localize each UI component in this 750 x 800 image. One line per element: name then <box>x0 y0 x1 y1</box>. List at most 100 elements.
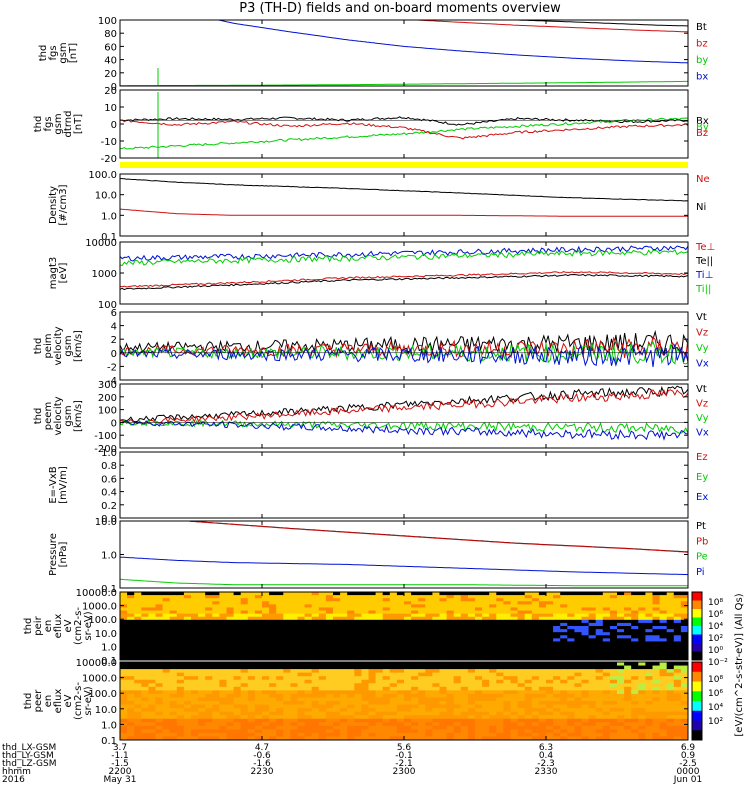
heat-cell <box>354 647 362 652</box>
heat-cell <box>325 662 334 667</box>
heat-cell <box>553 616 561 621</box>
heat-cell <box>148 610 156 615</box>
heat-cell <box>460 679 469 684</box>
heat-cell <box>482 662 490 667</box>
heat-cell <box>247 656 256 661</box>
heat-cell <box>226 736 235 741</box>
heat-cell <box>247 644 256 649</box>
heat-cell <box>624 595 632 599</box>
heat-cell <box>148 708 156 713</box>
heat-cell <box>169 665 178 670</box>
heat-cell <box>134 690 142 695</box>
heat-cell <box>638 616 646 621</box>
heat-cell <box>333 656 341 661</box>
heat-cell <box>233 686 242 691</box>
heat-cell <box>631 693 639 698</box>
heat-cell <box>489 601 497 605</box>
heat-cell <box>262 693 270 698</box>
ylabel-peer_en_eflux: thd <box>23 693 34 710</box>
heat-cell <box>340 729 348 734</box>
heat-cell <box>404 725 412 730</box>
heat-cell <box>162 604 171 608</box>
heat-cell <box>446 704 455 709</box>
heat-cell <box>609 622 618 627</box>
heat-cell <box>389 669 398 674</box>
panel-peir_en_eflux: thd peir en eflux eV (cm2-s-sr-eV)10000.01000… <box>23 588 689 667</box>
heat-cell <box>645 729 653 734</box>
heat-cell <box>624 683 632 688</box>
heat-cell <box>169 736 178 741</box>
heat-cell <box>588 704 597 709</box>
heat-cell <box>460 653 469 658</box>
heat-cell <box>624 686 632 691</box>
heat-cell <box>418 711 426 716</box>
heat-cell <box>191 641 199 646</box>
heat-cell <box>240 732 249 737</box>
heat-cell <box>361 704 369 709</box>
heat-cell <box>496 626 504 630</box>
heat-cell <box>475 601 483 605</box>
heat-cell <box>283 613 291 618</box>
heat-cell <box>524 641 533 646</box>
heat-cell <box>503 736 511 741</box>
heat-cell <box>396 701 405 706</box>
heat-cell <box>212 604 220 608</box>
heat-cell <box>574 653 582 658</box>
heat-cell <box>531 601 540 605</box>
heat-cell <box>396 722 405 727</box>
heat-cell <box>581 729 590 734</box>
heat-cell <box>602 632 611 636</box>
heat-cell <box>120 732 128 737</box>
heat-cell <box>432 693 440 698</box>
heat-cell <box>460 665 469 670</box>
heat-cell <box>467 736 476 741</box>
heat-cell <box>389 679 398 684</box>
heat-cell <box>311 626 320 630</box>
heat-cell <box>595 635 604 639</box>
heat-cell <box>652 653 661 658</box>
heat-cell <box>475 725 483 730</box>
heat-cell <box>588 635 597 639</box>
heat-cell <box>531 722 540 727</box>
heat-cell <box>169 653 178 658</box>
heat-cell <box>254 722 263 727</box>
heat-cell <box>212 598 220 602</box>
heat-cell <box>588 686 597 691</box>
heat-cell <box>169 708 178 713</box>
heat-cell <box>446 647 455 652</box>
heat-cell <box>212 592 220 596</box>
heat-cell <box>368 715 377 720</box>
heat-cell <box>652 641 661 646</box>
heat-cell <box>191 729 199 734</box>
heat-cell <box>531 644 540 649</box>
heat-cell <box>318 604 327 608</box>
heat-cell <box>503 715 511 720</box>
heat-cell <box>162 616 171 621</box>
heat-cell <box>482 632 490 636</box>
heat-cell <box>205 647 213 652</box>
heat-cell <box>574 672 582 677</box>
heat-cell <box>517 693 526 698</box>
heat-cell <box>567 632 575 636</box>
heat-cell <box>482 693 490 698</box>
heat-cell <box>574 613 582 618</box>
heat-cell <box>361 708 369 713</box>
heat-cell <box>411 626 419 630</box>
heat-cell <box>134 683 142 688</box>
heat-cell <box>574 722 582 727</box>
heat-cell <box>560 679 568 684</box>
heat-cell <box>645 718 653 723</box>
heat-cell <box>354 665 362 670</box>
heat-cell <box>340 626 348 630</box>
heat-cell <box>226 647 235 652</box>
heat-cell <box>389 662 398 667</box>
heat-cell <box>411 647 419 652</box>
heat-cell <box>247 632 256 636</box>
heat-cell <box>183 647 192 652</box>
heat-cell <box>595 598 604 602</box>
heat-cell <box>503 595 511 599</box>
heat-cell <box>290 701 298 706</box>
xaxis-value: -1.6 <box>253 759 271 769</box>
heat-cell <box>595 718 604 723</box>
heat-cell <box>205 701 213 706</box>
